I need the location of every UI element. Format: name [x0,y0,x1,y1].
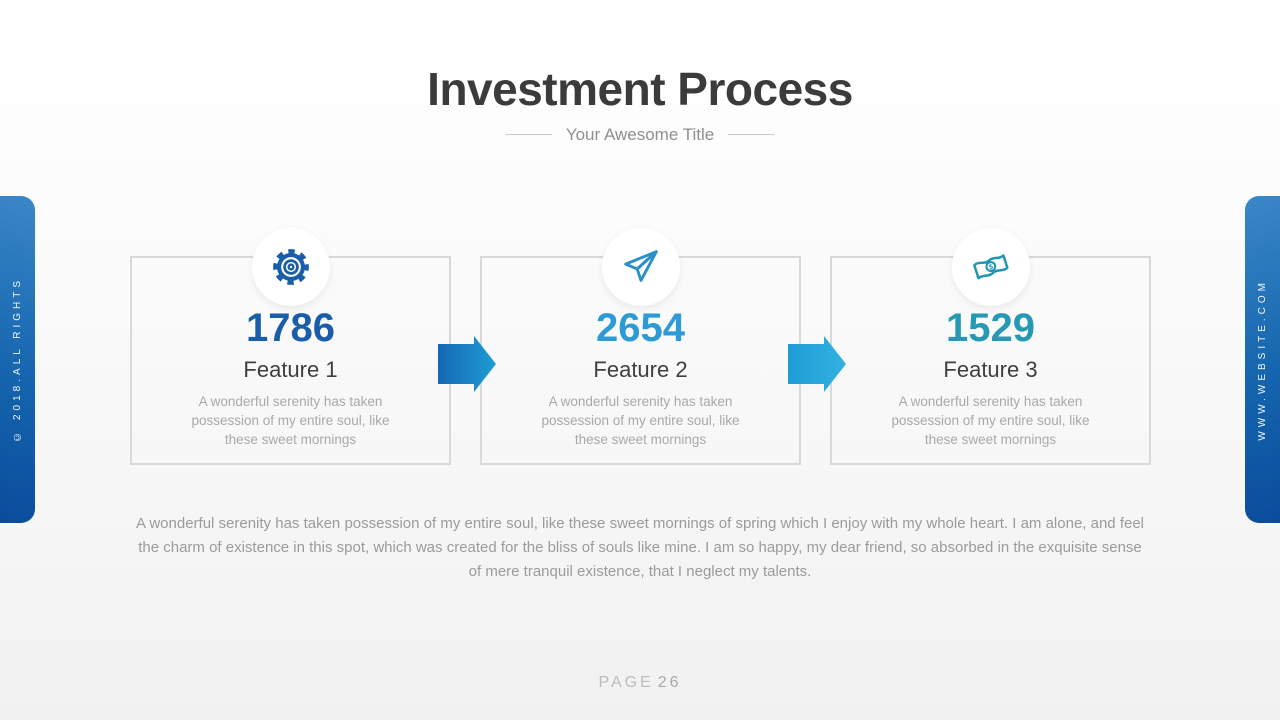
subtitle-divider-right [728,134,775,136]
feature-label: Feature 3 [943,357,1038,382]
page-number: 26 [657,674,682,691]
body-paragraph: A wonderful serenity has taken possessio… [135,515,1145,580]
subtitle-divider-left [505,134,552,136]
feature-value: 1529 [946,306,1035,350]
svg-text:$: $ [987,263,993,272]
page-title: Investment Process [427,63,853,115]
subtitle-row: Your Awesome Title [0,125,1280,145]
feature-label: Feature 2 [593,357,688,382]
feature-description: A wonderful serenity has taken possessio… [541,394,740,447]
feature-description: A wonderful serenity has taken possessio… [191,394,390,447]
feature-value: 2654 [596,306,685,350]
right-sidebar-pill: WWW.WEBSITE.COM [1245,196,1280,523]
money-icon: $ [951,228,1030,306]
arrow-right-icon-1 [438,336,496,392]
page-label: PAGE [598,674,654,691]
left-sidebar-pill: © 2018.ALL RIGHTS [0,196,35,523]
paper-plane-icon [601,228,680,306]
feature-value: 1786 [246,306,335,350]
website-text: WWW.WEBSITE.COM [1257,278,1268,441]
background-decor-block [1056,20,1280,88]
gear-icon [251,228,330,306]
page-footer: PAGE 26 [0,674,1280,692]
arrow-right-icon-2 [788,336,846,392]
feature-description: A wonderful serenity has taken possessio… [891,394,1090,447]
feature-cards-row: 1786 Feature 1 A wonderful serenity has … [130,228,1152,465]
feature-card-2: 2654 Feature 2 A wonderful serenity has … [480,228,801,465]
page-subtitle: Your Awesome Title [565,124,715,144]
feature-card-3: $ 1529 Feature 3 A wonderful serenity ha… [830,228,1151,465]
slide-header: Investment Process Your Awesome Title [0,64,1280,145]
copyright-text: © 2018.ALL RIGHTS [12,277,23,442]
feature-label: Feature 1 [243,357,338,382]
feature-card-1: 1786 Feature 1 A wonderful serenity has … [130,228,451,465]
